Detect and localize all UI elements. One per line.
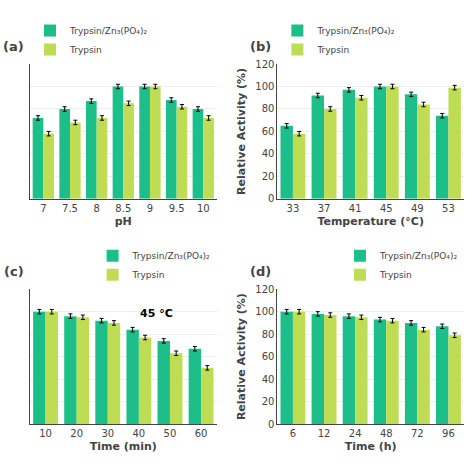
svg-text:9.5: 9.5 xyxy=(169,203,185,214)
svg-text:49: 49 xyxy=(411,203,424,214)
svg-text:Time (min): Time (min) xyxy=(90,440,157,453)
svg-text:40: 40 xyxy=(262,374,275,385)
svg-text:10: 10 xyxy=(39,428,52,439)
svg-text:(d): (d) xyxy=(250,264,271,279)
svg-text:40: 40 xyxy=(132,428,145,439)
svg-text:80: 80 xyxy=(262,329,275,340)
svg-text:37: 37 xyxy=(318,203,331,214)
svg-text:Trypsin: Trypsin xyxy=(69,45,102,55)
svg-text:(a): (a) xyxy=(3,39,24,54)
svg-text:96: 96 xyxy=(442,428,455,439)
svg-text:100: 100 xyxy=(255,306,274,317)
svg-text:45: 45 xyxy=(380,203,393,214)
svg-text:33: 33 xyxy=(287,203,300,214)
svg-text:Trypsin: Trypsin xyxy=(379,270,412,280)
svg-text:6: 6 xyxy=(290,428,296,439)
svg-text:7: 7 xyxy=(40,203,46,214)
svg-text:20: 20 xyxy=(262,396,275,407)
svg-text:12: 12 xyxy=(318,428,331,439)
svg-text:80: 80 xyxy=(262,103,275,114)
svg-text:8: 8 xyxy=(93,203,99,214)
svg-text:Trypsin/Zn₃(PO₄)₂: Trypsin/Zn₃(PO₄)₂ xyxy=(316,26,394,36)
svg-text:Trypsin: Trypsin xyxy=(316,45,349,55)
svg-text:(c): (c) xyxy=(4,264,24,279)
svg-text:40: 40 xyxy=(262,148,275,159)
svg-text:60: 60 xyxy=(195,428,208,439)
svg-text:Trypsin: Trypsin xyxy=(132,270,165,280)
svg-text:45 °C: 45 °C xyxy=(140,307,173,320)
svg-text:Trypsin/Zn₃(PO₄)₂: Trypsin/Zn₃(PO₄)₂ xyxy=(132,251,210,261)
svg-text:41: 41 xyxy=(349,203,362,214)
svg-text:60: 60 xyxy=(262,351,275,362)
svg-text:(b): (b) xyxy=(250,39,271,54)
svg-text:53: 53 xyxy=(442,203,455,214)
svg-text:10: 10 xyxy=(197,203,210,214)
svg-text:60: 60 xyxy=(262,126,275,137)
svg-text:50: 50 xyxy=(164,428,177,439)
svg-text:72: 72 xyxy=(411,428,424,439)
svg-text:20: 20 xyxy=(70,428,83,439)
svg-text:100: 100 xyxy=(255,81,274,92)
svg-text:0: 0 xyxy=(268,419,274,430)
svg-text:7.5: 7.5 xyxy=(62,203,78,214)
svg-text:Trypsin/Zn₃(PO₄)₂: Trypsin/Zn₃(PO₄)₂ xyxy=(379,251,457,261)
svg-text:120: 120 xyxy=(255,284,274,295)
svg-text:20: 20 xyxy=(262,171,275,182)
svg-text:Relative Activity (%): Relative Activity (%) xyxy=(235,68,248,195)
svg-text:Temperature (°C): Temperature (°C) xyxy=(317,215,424,228)
svg-text:24: 24 xyxy=(349,428,362,439)
svg-text:0: 0 xyxy=(268,193,274,204)
svg-text:pH: pH xyxy=(115,215,132,228)
svg-text:Relative Activity (%): Relative Activity (%) xyxy=(235,293,248,420)
svg-text:9: 9 xyxy=(147,203,153,214)
svg-text:120: 120 xyxy=(255,59,274,70)
svg-text:Time (h): Time (h) xyxy=(345,440,397,453)
svg-text:8.5: 8.5 xyxy=(115,203,131,214)
svg-text:48: 48 xyxy=(380,428,393,439)
svg-text:30: 30 xyxy=(101,428,114,439)
svg-text:Trypsin/Zn₃(PO₄)₂: Trypsin/Zn₃(PO₄)₂ xyxy=(69,26,147,36)
